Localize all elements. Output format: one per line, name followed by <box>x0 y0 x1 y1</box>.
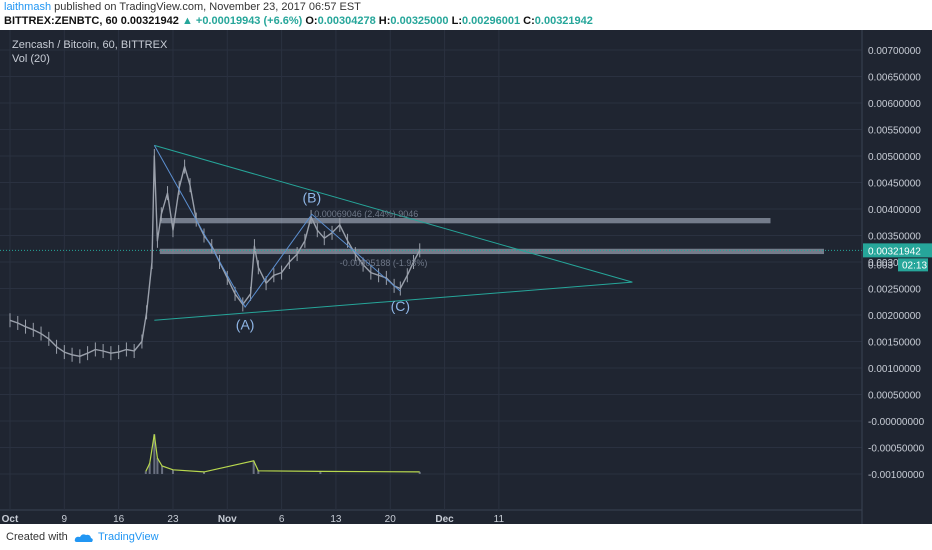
volume-bar <box>161 466 164 474</box>
volume-bar <box>319 471 322 474</box>
x-tick-label: 23 <box>167 514 179 524</box>
volume-bar <box>153 434 156 474</box>
countdown-price-text: 0.003 <box>868 260 893 271</box>
author-link[interactable]: laithmash <box>4 1 52 13</box>
tradingview-cloud-icon <box>74 534 93 542</box>
volume-bar <box>203 471 205 474</box>
wave-label: (B) <box>303 189 322 205</box>
x-tick-label: 20 <box>385 514 397 524</box>
x-tick-label: Nov <box>218 514 237 524</box>
y-tick-label: 0.00600000 <box>868 99 921 110</box>
resistance-zone <box>159 248 824 255</box>
y-tick-label: 0.00700000 <box>868 46 921 57</box>
y-tick-label: -0.00050000 <box>868 444 925 455</box>
symbol-info: BITTREX:ZENBTC, 60 0.00321942 ▲ +0.00019… <box>4 15 593 27</box>
y-tick-label: 0.00500000 <box>868 152 921 163</box>
low-value: 0.00296001 <box>461 15 521 27</box>
countdown-tag <box>898 258 928 272</box>
current-price-tag <box>863 243 932 258</box>
publish-info: laithmash published on TradingView.com, … <box>4 1 361 13</box>
y-tick-label: 0.00400000 <box>868 205 921 216</box>
wave-label: (A) <box>236 317 255 333</box>
y-tick-label: -0.00100000 <box>868 470 925 481</box>
y-tick-label: 0.00150000 <box>868 338 921 349</box>
open-value: 0.00304278 <box>317 15 376 27</box>
upper-trendline <box>154 144 633 283</box>
volume-bar <box>148 463 151 474</box>
lower-trendline <box>154 281 633 321</box>
x-tick-label: 16 <box>113 514 125 524</box>
wave-label: (C) <box>391 298 410 314</box>
y-tick-label: 0.00250000 <box>868 285 921 296</box>
y-tick-label: 0.00350000 <box>868 232 921 243</box>
measure-label: -0.00005188 (-1.93%) <box>340 258 428 268</box>
volume-bar <box>418 471 421 474</box>
high-label: H: <box>378 15 391 27</box>
price-change: +0.00019943 (+6.6%) <box>195 15 303 27</box>
y-tick-label: 0.00200000 <box>868 311 921 322</box>
y-tick-label: 0.00450000 <box>868 179 921 190</box>
price-chart[interactable]: 0.00700000 0.00650000 0.00600000 0.00550000… <box>0 30 932 524</box>
volume-bar <box>144 471 147 474</box>
x-tick-label: Dec <box>435 514 454 524</box>
countdown-text: 02:13 <box>902 260 927 271</box>
symbol-line: BITTREX:ZENBTC, 60 <box>4 15 118 27</box>
price-line <box>9 155 421 357</box>
high-value: 0.00325000 <box>390 15 449 27</box>
x-tick-label: Oct <box>2 514 19 524</box>
y-tick-label: 0.00100000 <box>868 364 921 375</box>
y-tick-label: 0.00650000 <box>868 73 921 84</box>
close-label: C: <box>523 15 535 27</box>
current-price-text: 0.00321942 <box>868 246 921 257</box>
x-tick-label: 9 <box>62 514 68 524</box>
series-title: Zencash / Bitcoin, 60, BITTREX <box>12 39 168 51</box>
chart-area[interactable]: 0.00700000 0.00650000 0.00600000 0.00550000… <box>0 30 932 524</box>
volume-bar <box>156 458 159 474</box>
y-tick-label: -0.00000000 <box>868 417 925 428</box>
chart-legend: Zencash / Bitcoin, 60, BITTREX Vol (20) <box>12 38 167 66</box>
created-with-text: Created with <box>6 531 68 543</box>
open-label: O: <box>305 15 318 27</box>
volume-bar <box>252 460 255 474</box>
volume-bar <box>171 469 174 474</box>
volume-bar <box>257 470 260 474</box>
volume-ma-line <box>145 434 420 473</box>
published-text: published on TradingView.com, November 2… <box>54 1 361 13</box>
publish-header: laithmash published on TradingView.com, … <box>0 0 932 30</box>
last-price: 0.00321942 <box>120 15 179 27</box>
close-value: 0.00321942 <box>534 15 593 27</box>
resistance-zone <box>159 218 771 224</box>
y-tick-label: 0.00300000 <box>868 258 921 269</box>
x-tick-label: 11 <box>494 514 505 524</box>
low-label: L: <box>451 15 462 27</box>
x-tick-label: 6 <box>279 514 285 524</box>
tradingview-brand[interactable]: TradingView <box>98 531 159 543</box>
measure-label: 0.00069046 (2.44%) 9046 <box>314 209 418 219</box>
y-tick-label: 0.00050000 <box>868 391 921 402</box>
change-arrow-icon: ▲ <box>181 15 193 27</box>
footer: Created with TradingView <box>0 524 932 550</box>
y-tick-label: 0.00550000 <box>868 126 921 137</box>
elliott-wave-path <box>153 145 401 308</box>
x-tick-label: 13 <box>330 514 342 524</box>
volume-indicator: Vol (20) <box>12 53 50 65</box>
